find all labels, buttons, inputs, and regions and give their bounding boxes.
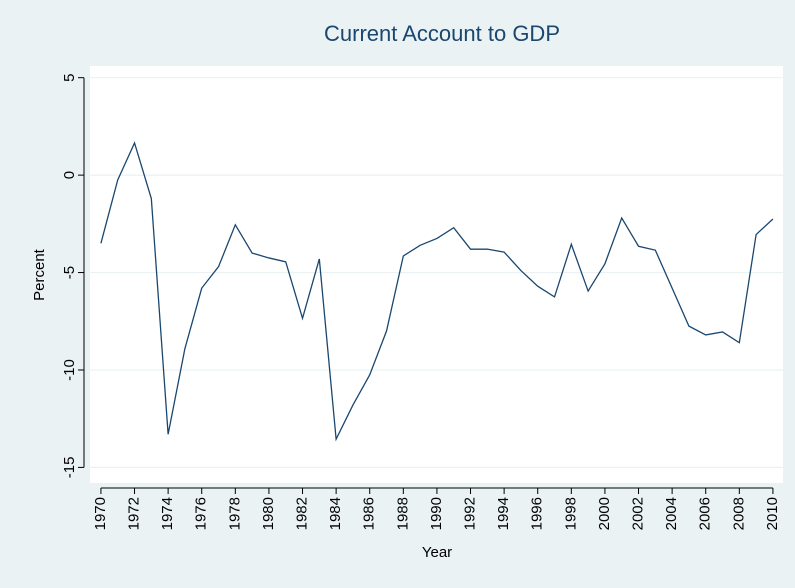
- y-tick-label: -15: [61, 457, 78, 479]
- x-tick-label: 1970: [92, 497, 109, 530]
- x-tick-label: 1972: [125, 497, 142, 530]
- y-tick-label: -10: [61, 359, 78, 381]
- x-tick-label: 2004: [663, 497, 680, 530]
- x-tick-label: 1990: [428, 497, 445, 530]
- x-tick-label: 1996: [529, 497, 546, 530]
- plot-area: [90, 66, 783, 483]
- x-tick-label: 1988: [394, 497, 411, 530]
- x-tick-label: 1986: [361, 497, 378, 530]
- x-axis-label: Year: [422, 544, 452, 561]
- x-tick-label: 2002: [629, 497, 646, 530]
- y-tick-label: 0: [61, 171, 78, 179]
- y-tick-label: -5: [61, 266, 78, 279]
- y-tick-label: 5: [61, 74, 78, 82]
- x-tick-label: 1984: [327, 497, 344, 530]
- x-tick-label: 1998: [562, 497, 579, 530]
- y-axis-label: Percent: [31, 248, 48, 301]
- chart-title: Current Account to GDP: [324, 21, 560, 46]
- x-tick-label: 1982: [293, 497, 310, 530]
- x-tick-label: 1978: [226, 497, 243, 530]
- x-tick-label: 2000: [596, 497, 613, 530]
- x-tick-label: 2008: [730, 497, 747, 530]
- line-series: [100, 141, 774, 442]
- x-tick-label: 1974: [159, 497, 176, 530]
- x-tick-label: 2010: [764, 497, 781, 530]
- x-tick-label: 1992: [461, 497, 478, 530]
- x-tick-label: 1994: [495, 497, 512, 530]
- x-tick-label: 1976: [193, 497, 210, 530]
- x-tick-label: 1980: [260, 497, 277, 530]
- x-tick-label: 2006: [697, 497, 714, 530]
